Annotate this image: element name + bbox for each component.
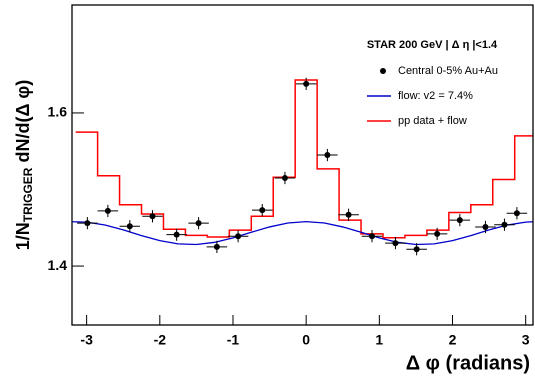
x-tick-label: 0	[302, 332, 310, 348]
data-point	[173, 231, 180, 238]
x-tick-label: -1	[227, 332, 240, 348]
y-tick-label: 1.4	[48, 257, 68, 273]
data-point	[482, 224, 489, 231]
flow-line	[72, 220, 533, 246]
data-point	[235, 233, 242, 240]
legend-marker	[380, 68, 386, 74]
x-axis-label: Δ φ (radians)	[406, 352, 530, 374]
data-point	[413, 246, 420, 253]
x-tick-label: 2	[449, 332, 457, 348]
data-point	[126, 223, 133, 230]
data-point	[369, 233, 376, 240]
x-tick-label: -3	[80, 332, 93, 348]
x-tick-label: 3	[522, 332, 530, 348]
data-point	[324, 152, 331, 159]
y-label-sub: TRIGGER	[21, 167, 35, 222]
data-point	[434, 230, 441, 237]
data-point	[259, 207, 266, 214]
y-label-rest: dN/d(Δ φ)	[13, 80, 33, 168]
data-point	[213, 243, 220, 250]
legend-label: flow: v2 = 7.4%	[398, 90, 473, 102]
data-point	[513, 210, 520, 217]
plot-area	[72, 77, 533, 256]
data-point	[84, 220, 91, 227]
x-tick-label: 1	[375, 332, 383, 348]
data-point	[303, 80, 310, 87]
y-tick-label: 1.6	[48, 104, 68, 120]
y-label-main: 1/N	[13, 222, 33, 250]
data-point	[456, 217, 463, 224]
data-point	[104, 207, 111, 214]
data-point	[345, 211, 352, 218]
legend-label: Central 0-5% Au+Au	[398, 65, 498, 77]
data-point	[195, 220, 202, 227]
x-tick-label: -2	[154, 332, 167, 348]
data-point	[149, 213, 156, 220]
frame	[71, 4, 534, 326]
data-point	[501, 221, 508, 228]
data-point	[392, 240, 399, 247]
legend-title: STAR 200 GeV | Δ η |<1.4	[367, 39, 498, 51]
y-axis-label: 1/NTRIGGER dN/d(Δ φ)	[13, 80, 35, 250]
data-point	[281, 175, 288, 182]
legend-label: pp data + flow	[398, 115, 467, 127]
